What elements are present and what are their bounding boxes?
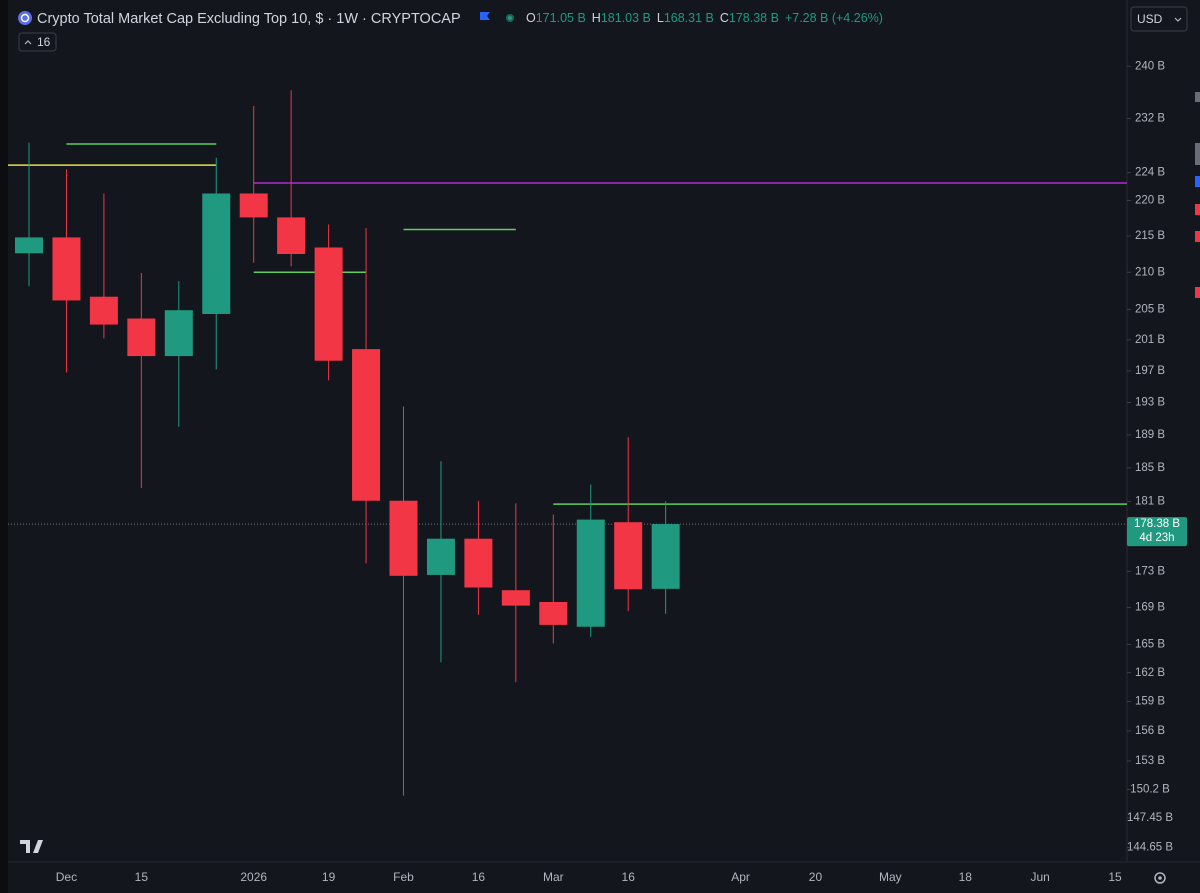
ohlc-header: O171.05 B H181.03 B L168.31 B C178.38 B +7.2… [526, 11, 883, 25]
ohlc-key: O [526, 11, 536, 25]
candle-body [202, 193, 231, 314]
candle-body [576, 519, 605, 627]
y-tick-label: 159 B [1135, 696, 1165, 708]
chevron [24, 40, 32, 45]
x-tick-label: 2026 [240, 870, 267, 884]
left-edge [0, 0, 8, 893]
x-tick-label: Dec [56, 870, 77, 884]
last-price-label: 178.38 B [1134, 518, 1180, 530]
candle-body [314, 247, 343, 361]
status-dot-core [508, 16, 512, 20]
candle-body [352, 349, 381, 501]
ohlc-value: 178.38 B [729, 11, 779, 25]
ohlc-value: 171.05 B [536, 11, 586, 25]
candle-body [614, 522, 643, 590]
y-tick-label: 224 B [1135, 167, 1165, 179]
currency-button[interactable] [1130, 6, 1188, 32]
candle-body [15, 237, 43, 254]
candle-body [277, 217, 306, 255]
settings-icon[interactable] [1154, 872, 1166, 884]
ohlc-value: 168.31 B [664, 11, 714, 25]
edge-label [1195, 176, 1200, 187]
ohlc-value: 181.03 B [601, 11, 651, 25]
chevron [1174, 17, 1182, 22]
candle-body [651, 524, 680, 589]
y-tick-label: 240 B [1135, 60, 1165, 72]
candle-body [127, 318, 156, 357]
edge-label [1195, 204, 1200, 215]
y-tick-label: 201 B [1135, 334, 1165, 346]
x-tick-label: 15 [1108, 870, 1122, 884]
y-tick-label: 144.65 B [1127, 842, 1173, 854]
x-tick-label: Jun [1030, 870, 1049, 884]
chart-title: Crypto Total Market Cap Excluding Top 10… [37, 11, 461, 27]
y-tick-label: 215 B [1135, 230, 1165, 242]
edge-label [1195, 287, 1200, 298]
y-tick-label: 156 B [1135, 725, 1165, 737]
currency: USD [1137, 12, 1163, 26]
x-tick-label: 16 [622, 870, 636, 884]
y-tick-label: 205 B [1135, 303, 1165, 315]
y-tick-label: 169 B [1135, 601, 1165, 613]
y-tick-label: 150.2 B [1130, 783, 1170, 795]
candle-body [426, 538, 455, 575]
y-tick-label: 220 B [1135, 195, 1165, 207]
countdown: 4d 23h [1139, 532, 1174, 544]
x-tick-label: 20 [809, 870, 823, 884]
symbol-logo-mark [20, 13, 30, 23]
brand-logo[interactable] [20, 840, 43, 853]
y-tick-label: 173 B [1135, 565, 1165, 577]
edge-label [1195, 143, 1200, 165]
symbol-logo [18, 11, 32, 25]
x-tick-label: 16 [472, 870, 486, 884]
y-tick-label: 189 B [1135, 429, 1165, 441]
x-tick-label: Feb [393, 870, 414, 884]
x-tick-label: May [879, 870, 902, 884]
x-tick-label: Mar [543, 870, 564, 884]
y-tick-label: 210 B [1135, 266, 1165, 278]
ohlc-key: C [720, 11, 729, 25]
candle-body [239, 193, 268, 218]
candle-body [464, 538, 493, 588]
y-tick-label: 162 B [1135, 667, 1165, 679]
y-tick-label: 185 B [1135, 462, 1165, 474]
indicator-count: 16 [37, 35, 51, 49]
flag-icon[interactable] [480, 12, 490, 20]
ohlc-key: H [592, 11, 601, 25]
x-tick-label: 18 [959, 870, 973, 884]
last-price-box [1127, 517, 1187, 547]
edge-label [1195, 231, 1200, 242]
y-tick-label: 193 B [1135, 397, 1165, 409]
candle-body [164, 310, 193, 357]
x-tick-label: Apr [731, 870, 750, 884]
indicator-toggle[interactable] [18, 32, 57, 52]
ohlc-change: +7.28 B (+4.26%) [785, 11, 883, 25]
y-tick-label: 165 B [1135, 638, 1165, 650]
x-tick-label: 19 [322, 870, 336, 884]
candle-body [389, 500, 418, 576]
candle-body [52, 237, 81, 301]
ohlc-key: L [657, 11, 664, 25]
candle-body [89, 296, 118, 325]
y-tick-label: 153 B [1135, 755, 1165, 767]
y-tick-label: 181 B [1135, 496, 1165, 508]
candle-body [501, 590, 530, 606]
settings-icon-core [1158, 876, 1162, 880]
y-tick-label: 232 B [1135, 113, 1165, 125]
edge-label [1195, 92, 1200, 102]
plot-area [8, 90, 1127, 796]
candle-body [539, 601, 568, 625]
y-tick-label: 147.45 B [1127, 812, 1173, 824]
x-tick-label: 15 [135, 870, 149, 884]
y-tick-label: 197 B [1135, 365, 1165, 377]
